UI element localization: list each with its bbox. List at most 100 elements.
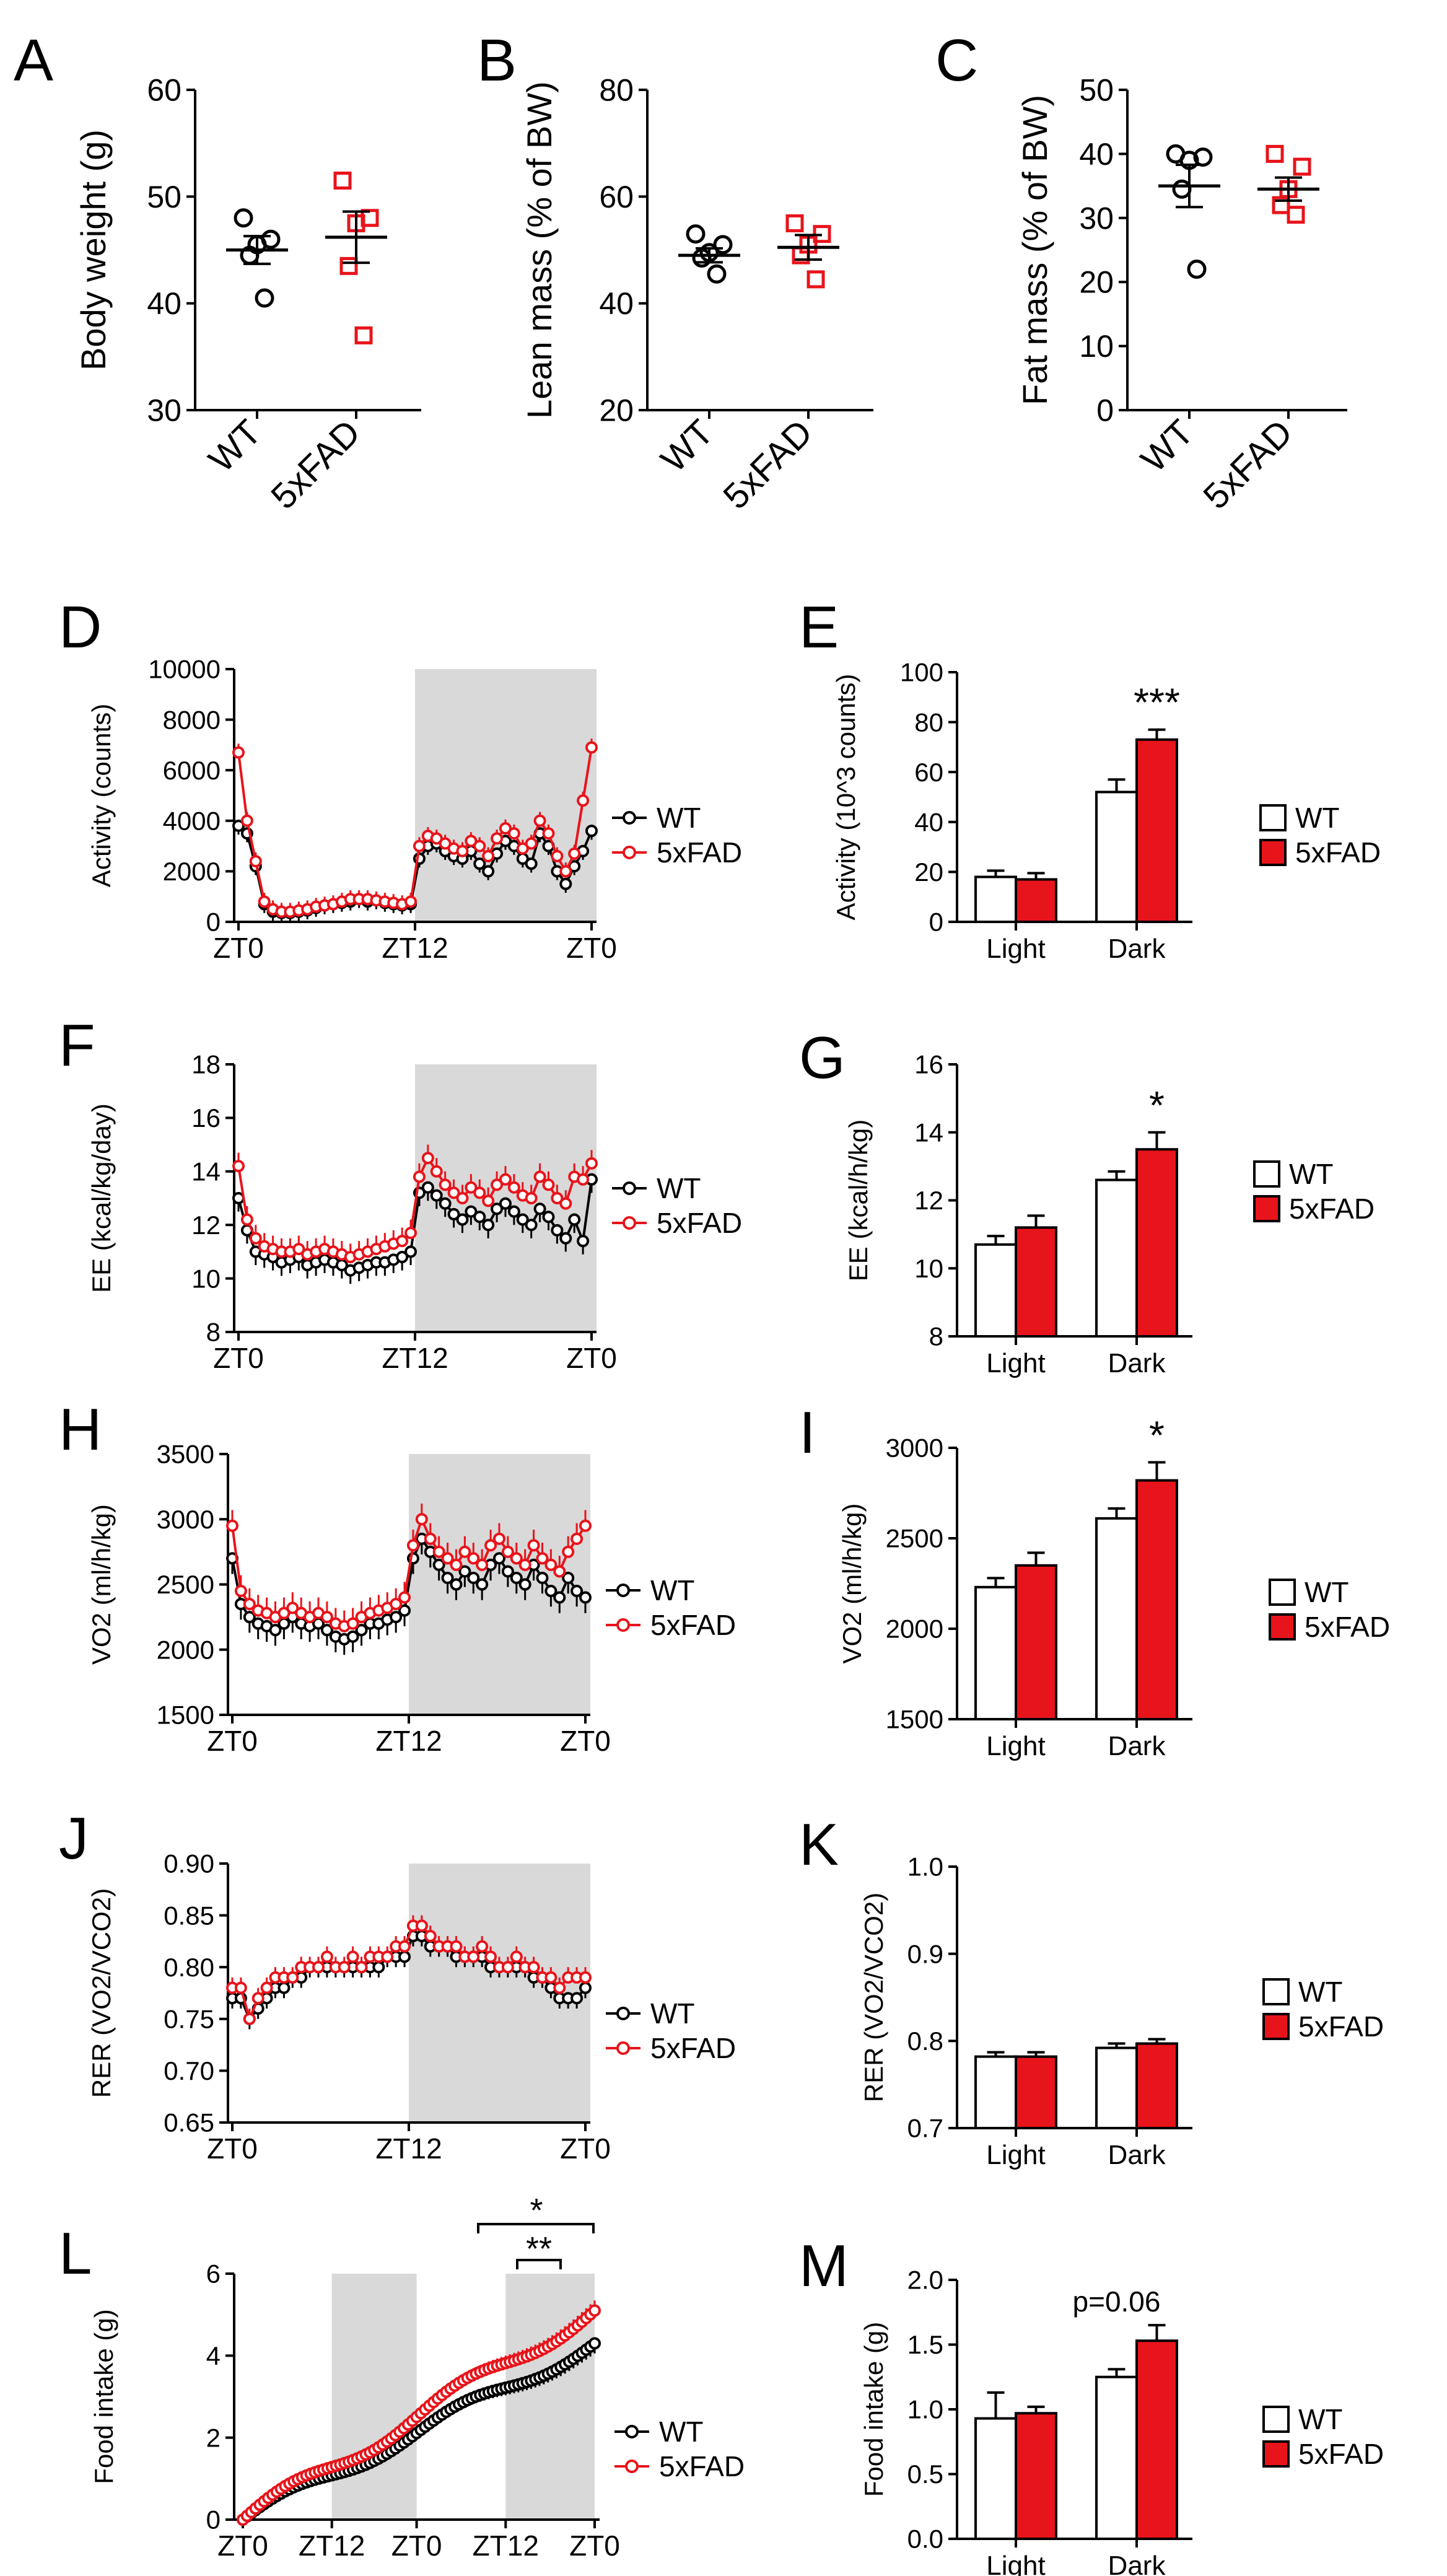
wt-point bbox=[533, 1203, 546, 1216]
fad-point bbox=[456, 844, 469, 857]
y-tick-label: 3500 bbox=[157, 1440, 214, 1469]
wt-point bbox=[492, 1552, 505, 1565]
legend-fad-label: 5xFAD bbox=[1298, 2010, 1384, 2043]
y-tick-label: 40 bbox=[599, 286, 634, 321]
fad-point bbox=[465, 1181, 478, 1194]
wt-point bbox=[525, 857, 538, 870]
fad-point bbox=[346, 1950, 359, 1963]
wt-point bbox=[562, 1571, 575, 1584]
fad-point bbox=[577, 794, 590, 807]
legend-wt-label: WT bbox=[650, 1574, 695, 1606]
legend-fad-label: 5xFAD bbox=[1298, 2438, 1384, 2470]
x-tick-label: ZT0 bbox=[213, 932, 264, 964]
legend-wt-label: WT bbox=[1305, 1576, 1349, 1608]
wt-bar bbox=[974, 2055, 1017, 2129]
fad-point bbox=[499, 822, 512, 835]
fad-point bbox=[807, 270, 825, 289]
wt-point bbox=[686, 224, 706, 244]
x-tick-label: ZT0 bbox=[207, 2132, 258, 2165]
legend-wt-marker bbox=[623, 1181, 636, 1195]
legend-fad-marker bbox=[616, 2041, 630, 2055]
fad-point bbox=[525, 837, 538, 850]
fad-bar bbox=[1135, 738, 1178, 924]
dark-phase-shading bbox=[505, 2274, 595, 2520]
y-axis-label: RER (VO2/VCO2) bbox=[859, 1893, 888, 2102]
y-tick-label: 30 bbox=[147, 393, 181, 428]
legend-wt-label: WT bbox=[1298, 2403, 1343, 2435]
y-tick-label: 40 bbox=[1079, 137, 1114, 172]
y-tick-label: 0.0 bbox=[907, 2525, 943, 2554]
y-tick-label: 60 bbox=[914, 758, 943, 787]
wt-point bbox=[525, 1219, 538, 1232]
wt-point bbox=[278, 1981, 291, 1994]
x-tick-label: ZT0 bbox=[566, 1342, 617, 1374]
panel-K: K 0.7 0.8 0.9 1.0 RER (VO2/VCO2) Light Dark WT5x… bbox=[799, 1812, 1384, 2170]
fad-point bbox=[492, 1532, 505, 1545]
y-tick-label: 0.8 bbox=[907, 2026, 943, 2056]
fad-point bbox=[226, 1519, 238, 1532]
fad-point bbox=[312, 1961, 325, 1974]
y-tick-label: 50 bbox=[1079, 73, 1114, 108]
wt-point bbox=[559, 877, 572, 890]
legend-fad-label: 5xFAD bbox=[650, 2032, 736, 2064]
wt-point bbox=[585, 825, 598, 838]
x-tick-label: Light bbox=[986, 2551, 1045, 2576]
wt-bar bbox=[1095, 791, 1138, 923]
panel-M: M 0.0 0.5 1.0 1.5 2.0 Food intake (g) Light Dark… bbox=[799, 2233, 1384, 2576]
fad-point bbox=[482, 849, 495, 862]
y-tick-label: 8000 bbox=[163, 705, 221, 734]
wt-point bbox=[465, 1205, 478, 1218]
fad-point bbox=[240, 1213, 253, 1226]
y-tick-label: 14 bbox=[191, 1157, 221, 1186]
panel-letter: E bbox=[799, 594, 839, 660]
y-tick-label: 80 bbox=[599, 73, 634, 108]
fad-point bbox=[240, 814, 253, 827]
y-axis-label: Food intake (g) bbox=[89, 2309, 118, 2484]
wt-point bbox=[456, 1213, 469, 1226]
fad-point bbox=[432, 1545, 445, 1558]
fad-point bbox=[338, 1961, 351, 1974]
legend-fad-label: 5xFAD bbox=[1305, 1611, 1390, 1643]
legend-fad-swatch bbox=[1262, 2013, 1290, 2040]
fad-point bbox=[544, 1971, 557, 1984]
fad-point bbox=[465, 835, 478, 848]
legend-wt-label: WT bbox=[659, 2416, 704, 2448]
y-tick-label: 0 bbox=[1096, 393, 1114, 428]
wt-point bbox=[542, 1211, 555, 1224]
legend-wt-swatch bbox=[1259, 804, 1287, 831]
fad-point bbox=[346, 1617, 359, 1630]
wt-point bbox=[579, 1591, 592, 1604]
fad-point bbox=[390, 1598, 403, 1611]
y-axis-label: EE (kcal/h/kg) bbox=[844, 1119, 873, 1281]
legend-wt-swatch bbox=[1262, 1978, 1290, 2005]
legend-fad-label: 5xFAD bbox=[657, 836, 742, 869]
fad-point bbox=[482, 1194, 495, 1207]
panel-letter: D bbox=[59, 594, 102, 660]
fad-point bbox=[450, 1940, 463, 1953]
wt-point bbox=[398, 1604, 411, 1617]
x-tick-label: ZT0 bbox=[560, 2132, 611, 2165]
fad-point bbox=[398, 1940, 411, 1953]
y-tick-label: 1500 bbox=[886, 1705, 943, 1734]
fad-point bbox=[424, 1532, 437, 1545]
x-tick-label: WT bbox=[201, 412, 269, 480]
fad-point bbox=[381, 1950, 394, 1963]
wt-point bbox=[447, 1207, 460, 1220]
fad-point bbox=[320, 1950, 333, 1963]
x-tick-label: Dark bbox=[1108, 2551, 1166, 2576]
legend-fad-label: 5xFAD bbox=[659, 2450, 745, 2482]
fad-point bbox=[355, 1961, 368, 1974]
fad-point bbox=[551, 849, 564, 862]
fad-bar bbox=[1015, 878, 1057, 923]
wt-point bbox=[430, 1189, 443, 1202]
x-tick-label: 5xFAD bbox=[263, 412, 368, 517]
fad-point bbox=[491, 1178, 504, 1191]
fad-point bbox=[456, 1192, 469, 1204]
wt-bar bbox=[974, 875, 1017, 923]
wt-point bbox=[570, 1992, 584, 2005]
x-tick-label: ZT12 bbox=[382, 932, 448, 964]
panel-letter: J bbox=[59, 1805, 89, 1872]
fad-point bbox=[421, 1152, 434, 1165]
wt-bar bbox=[974, 1243, 1017, 1338]
